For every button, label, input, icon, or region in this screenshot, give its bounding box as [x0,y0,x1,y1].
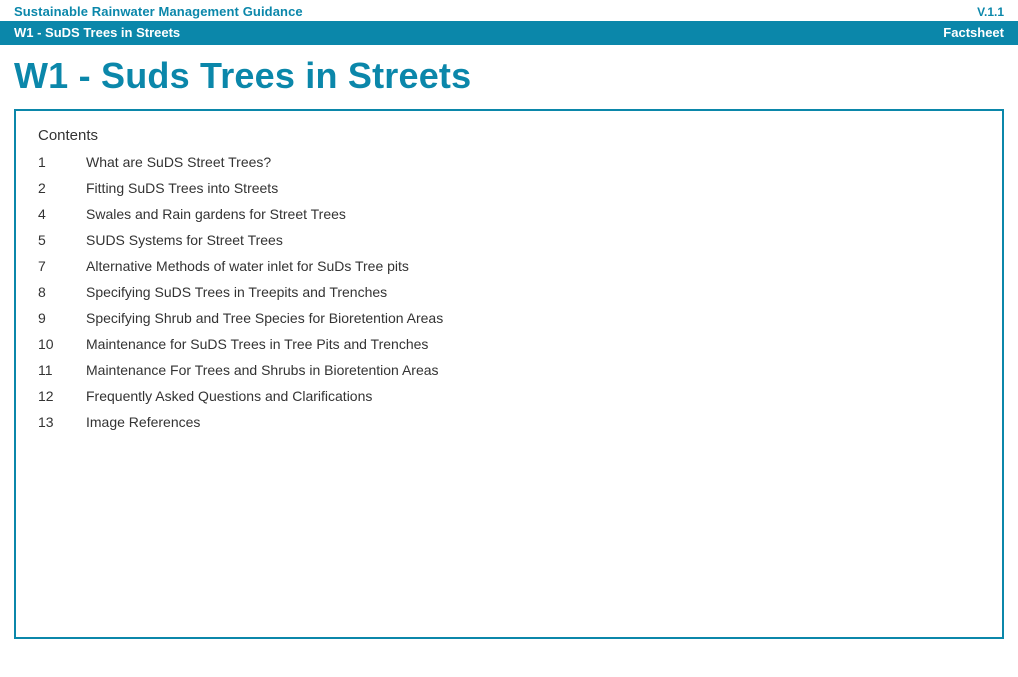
toc-entry-label: Alternative Methods of water inlet for S… [86,258,409,274]
toc-entry-label: Maintenance for SuDS Trees in Tree Pits … [86,336,428,352]
toc-entry-label: Specifying Shrub and Tree Species for Bi… [86,310,443,326]
toc-entry-label: Maintenance For Trees and Shrubs in Bior… [86,362,439,378]
toc-row[interactable]: 10Maintenance for SuDS Trees in Tree Pit… [38,336,980,352]
toc-page-number: 4 [38,206,86,222]
ribbon: W1 - SuDS Trees in Streets Factsheet [0,21,1018,45]
toc-list: 1What are SuDS Street Trees?2Fitting SuD… [38,154,980,430]
toc-page-number: 10 [38,336,86,352]
ribbon-title: W1 - SuDS Trees in Streets [14,25,180,40]
toc-row[interactable]: 13Image References [38,414,980,430]
toc-entry-label: What are SuDS Street Trees? [86,154,271,170]
page-title: W1 - Suds Trees in Streets [0,45,1018,103]
toc-entry-label: Specifying SuDS Trees in Treepits and Tr… [86,284,387,300]
toc-page-number: 7 [38,258,86,274]
toc-page-number: 9 [38,310,86,326]
toc-entry-label: Fitting SuDS Trees into Streets [86,180,278,196]
toc-row[interactable]: 4Swales and Rain gardens for Street Tree… [38,206,980,222]
ribbon-type: Factsheet [943,25,1004,40]
toc-row[interactable]: 12Frequently Asked Questions and Clarifi… [38,388,980,404]
toc-entry-label: Swales and Rain gardens for Street Trees [86,206,346,222]
toc-row[interactable]: 7Alternative Methods of water inlet for … [38,258,980,274]
toc-entry-label: Frequently Asked Questions and Clarifica… [86,388,372,404]
toc-row[interactable]: 5SUDS Systems for Street Trees [38,232,980,248]
toc-page-number: 2 [38,180,86,196]
toc-row[interactable]: 1What are SuDS Street Trees? [38,154,980,170]
toc-entry-label: Image References [86,414,200,430]
toc-page-number: 1 [38,154,86,170]
toc-row[interactable]: 8Specifying SuDS Trees in Treepits and T… [38,284,980,300]
toc-page-number: 12 [38,388,86,404]
guidance-title: Sustainable Rainwater Management Guidanc… [14,4,303,19]
toc-page-number: 5 [38,232,86,248]
version-label: V.1.1 [977,5,1004,19]
toc-page-number: 13 [38,414,86,430]
toc-entry-label: SUDS Systems for Street Trees [86,232,283,248]
page: Sustainable Rainwater Management Guidanc… [0,0,1018,677]
contents-box: Contents 1What are SuDS Street Trees?2Fi… [14,109,1004,639]
contents-heading: Contents [38,127,980,144]
toc-row[interactable]: 2Fitting SuDS Trees into Streets [38,180,980,196]
top-header: Sustainable Rainwater Management Guidanc… [0,0,1018,21]
toc-row[interactable]: 11Maintenance For Trees and Shrubs in Bi… [38,362,980,378]
toc-page-number: 11 [38,362,86,378]
toc-page-number: 8 [38,284,86,300]
toc-row[interactable]: 9Specifying Shrub and Tree Species for B… [38,310,980,326]
